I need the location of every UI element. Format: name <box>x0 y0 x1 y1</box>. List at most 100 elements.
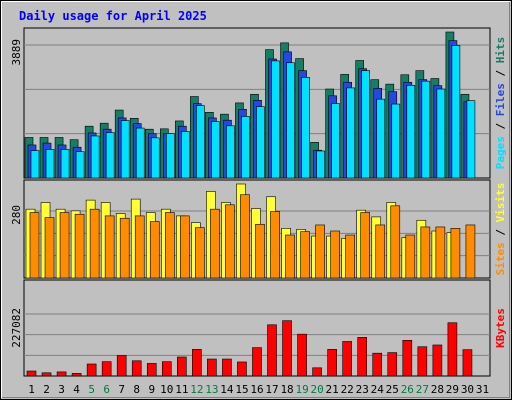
bar-kbytes-day-22 <box>342 341 352 377</box>
day-label-12: 12 <box>190 383 203 396</box>
axis-title-part: Pages <box>494 136 507 169</box>
bar-kbytes-day-7 <box>116 355 127 377</box>
day-label-11: 11 <box>175 383 188 396</box>
series-sites <box>29 194 476 279</box>
axis-title-part: Visits <box>494 183 507 223</box>
bar-pages-day-30 <box>466 100 476 179</box>
bar-kbytes-day-19 <box>297 333 307 377</box>
panel-hits-files-pages: 3889 Pages / Files / Hits <box>10 27 507 179</box>
day-axis-labels: 1 2 3 4 5 6 7 8 9 10 11 12 13 14 15 16 17 18 19 20 21 22 23 24 2… <box>28 383 489 396</box>
axis-title-part: Sites <box>494 242 507 275</box>
bar-sites-day-25 <box>390 205 401 279</box>
bar-pages-day-11 <box>181 131 190 179</box>
bar-sites-day-2 <box>44 217 55 279</box>
bar-sites-day-1 <box>29 212 40 279</box>
bar-pages-day-22 <box>346 87 355 179</box>
y-axis-max-label-kbytes: 227082 <box>10 308 23 348</box>
bar-kbytes-day-30 <box>462 349 473 377</box>
day-label-2: 2 <box>43 383 50 396</box>
day-label-6: 6 <box>103 383 110 396</box>
bar-pages-day-10 <box>165 133 175 179</box>
bar-sites-day-28 <box>435 226 446 279</box>
day-label-30: 30 <box>461 383 474 396</box>
axis-title-part: / <box>494 116 507 136</box>
bar-sites-day-21 <box>330 230 340 279</box>
bar-pages-day-18 <box>286 62 295 179</box>
bar-sites-day-14 <box>225 204 235 279</box>
bar-kbytes-day-3 <box>56 371 67 377</box>
bar-sites-day-18 <box>285 234 295 279</box>
bar-kbytes-day-10 <box>161 361 172 377</box>
day-label-8: 8 <box>133 383 140 396</box>
bar-pages-day-7 <box>120 120 130 179</box>
bar-sites-day-19 <box>300 231 310 279</box>
day-label-3: 3 <box>58 383 65 396</box>
day-label-18: 18 <box>280 383 293 396</box>
bar-kbytes-day-4 <box>71 373 82 377</box>
bar-pages-day-8 <box>135 127 145 179</box>
bar-sites-day-7 <box>119 217 130 279</box>
y-axis-max-label-hits-files-pages: 3889 <box>10 39 23 66</box>
panel-kbytes: 227082 KBytes <box>10 279 507 377</box>
day-label-16: 16 <box>250 383 263 396</box>
bar-sites-day-5 <box>89 208 100 279</box>
bar-sites-day-24 <box>375 224 386 279</box>
bar-kbytes-day-27 <box>417 346 428 377</box>
day-label-24: 24 <box>371 383 385 396</box>
bar-sites-day-23 <box>360 212 371 279</box>
bar-kbytes-day-23 <box>357 337 368 377</box>
bar-kbytes-day-12 <box>192 349 202 377</box>
y-axis-title-kbytes: KBytes <box>494 308 507 348</box>
bar-pages-day-1 <box>30 150 40 179</box>
bar-sites-day-20 <box>315 224 325 279</box>
day-label-4: 4 <box>73 383 80 396</box>
bar-kbytes-day-1 <box>26 370 37 377</box>
bar-kbytes-day-24 <box>372 352 383 377</box>
bar-kbytes-day-13 <box>207 358 217 377</box>
bar-pages-day-16 <box>256 106 265 179</box>
day-label-22: 22 <box>341 383 354 396</box>
bar-pages-day-5 <box>90 135 100 179</box>
day-label-10: 10 <box>160 383 173 396</box>
bar-pages-day-26 <box>406 84 416 179</box>
bar-kbytes-day-21 <box>327 349 337 377</box>
bar-pages-day-6 <box>105 132 115 179</box>
bar-kbytes-day-29 <box>447 322 458 377</box>
day-label-17: 17 <box>265 383 278 396</box>
bar-sites-day-6 <box>104 215 115 279</box>
day-label-28: 28 <box>431 383 444 396</box>
bar-pages-day-23 <box>361 70 371 179</box>
bar-sites-day-16 <box>255 223 265 279</box>
axis-title-part: KBytes <box>494 308 507 348</box>
bar-sites-day-13 <box>210 208 220 279</box>
axis-title-part: / <box>494 222 507 242</box>
bar-pages-day-12 <box>196 105 205 179</box>
series-kbytes <box>26 320 473 377</box>
day-label-25: 25 <box>386 383 399 396</box>
bar-pages-day-27 <box>421 80 431 179</box>
day-label-23: 23 <box>356 383 369 396</box>
day-label-5: 5 <box>88 383 95 396</box>
bar-kbytes-day-17 <box>267 324 277 377</box>
bar-kbytes-day-25 <box>387 352 398 377</box>
bar-pages-day-13 <box>211 121 220 179</box>
bar-kbytes-day-11 <box>177 356 187 377</box>
bar-pages-day-17 <box>271 60 280 179</box>
bar-pages-day-15 <box>241 116 250 179</box>
chart-panels: 3889 Pages / Files / Hits 280 Sites / Visit… <box>10 27 507 377</box>
day-label-1: 1 <box>28 383 35 396</box>
bar-pages-day-28 <box>436 88 446 179</box>
chart-title: Daily usage for April 2025 <box>19 9 207 23</box>
bar-sites-day-11 <box>180 215 190 279</box>
axis-title-part: Hits <box>494 37 507 64</box>
bar-kbytes-day-14 <box>222 358 232 377</box>
bar-kbytes-day-20 <box>312 367 322 377</box>
day-label-14: 14 <box>220 383 234 396</box>
bar-kbytes-day-6 <box>101 361 112 377</box>
day-label-21: 21 <box>326 383 339 396</box>
day-label-7: 7 <box>118 383 125 396</box>
y-axis-max-label-visits-sites: 280 <box>10 205 23 225</box>
bar-kbytes-day-8 <box>131 360 142 377</box>
day-label-31: 31 <box>476 383 489 396</box>
